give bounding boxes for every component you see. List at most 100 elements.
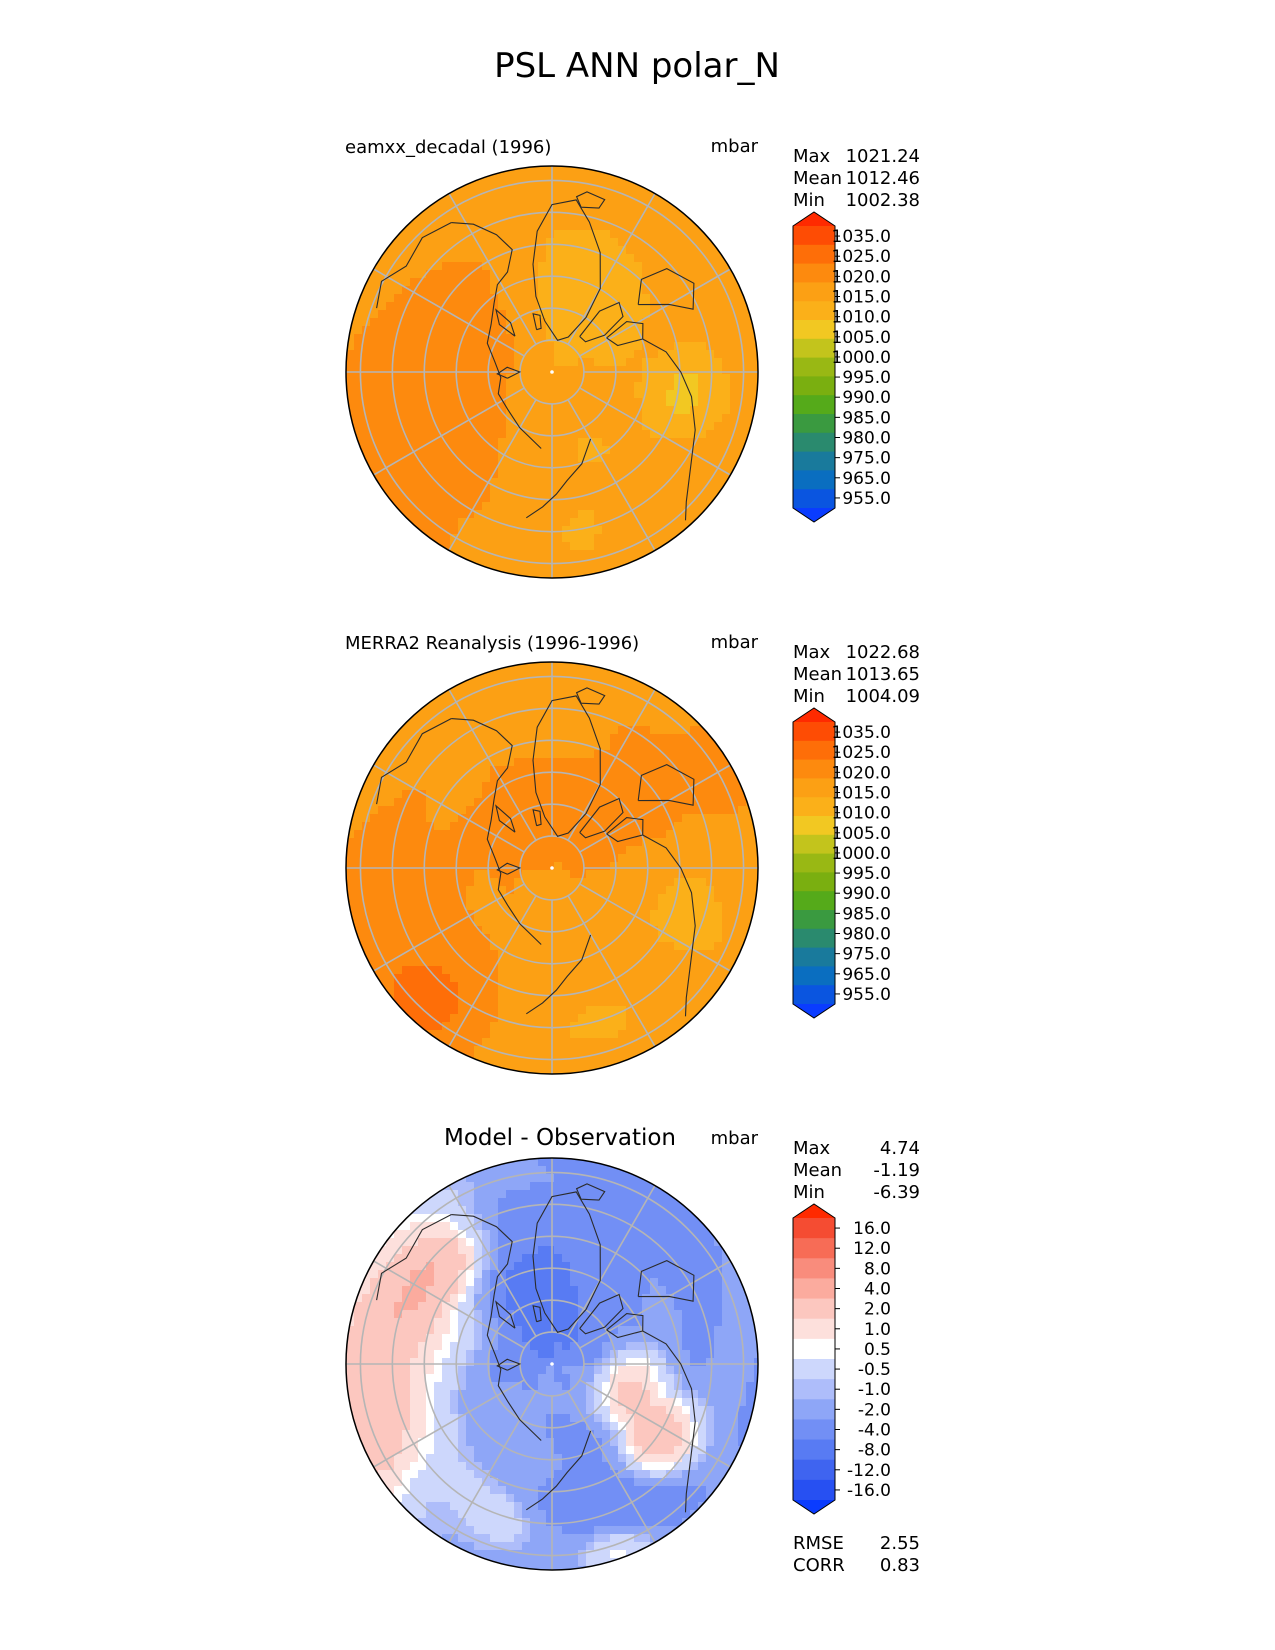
- colorbar-tick-label: 1020.0: [832, 267, 891, 287]
- stats-block-ref: Max 1022.68 Mean 1013.65 Min 1004.09: [793, 642, 920, 707]
- stats-block-test: Max 1021.24 Mean 1012.46 Min 1002.38: [793, 146, 920, 211]
- colorbar-extend-max: [793, 708, 835, 722]
- panel-units-ref: mbar: [711, 632, 759, 653]
- colorbar-test: 1035.01025.01020.01015.01010.01005.01000…: [792, 211, 891, 523]
- colorbar-tick-label: -16.0: [847, 1481, 891, 1501]
- colorbar-bin: [793, 1238, 835, 1259]
- colorbar-bin: [793, 282, 835, 302]
- colorbar-bin: [793, 263, 835, 283]
- stat-label-max: Max: [793, 146, 831, 167]
- colorbar-tick-label: 1.0: [864, 1320, 891, 1340]
- colorbar-bin: [793, 1399, 835, 1420]
- colorbar-outline: [792, 707, 836, 1019]
- colorbar-ref: 1035.01025.01020.01015.01010.01005.01000…: [792, 707, 891, 1019]
- colorbar-tick-label: 980.0: [842, 925, 891, 945]
- colorbar-bin: [793, 985, 835, 1005]
- colorbar-tick-label: 12.0: [853, 1239, 891, 1259]
- stat-value-max: 1021.24: [846, 146, 920, 167]
- colorbar-tick-label: 1025.0: [832, 247, 891, 267]
- colorbar-tick-label: 1035.0: [832, 723, 891, 743]
- map-boundary: [345, 165, 759, 579]
- stat-value-mean: 1013.65: [846, 664, 920, 685]
- colorbar-tick-label: -12.0: [847, 1461, 891, 1481]
- graticule: [346, 1158, 758, 1570]
- colorbar-bin: [793, 1338, 835, 1360]
- colorbar-bin: [793, 338, 835, 359]
- colorbar-bin: [793, 872, 835, 892]
- colorbar-bin: [793, 1298, 835, 1320]
- pole-marker: [550, 866, 554, 870]
- stat-value-rmse: 2.55: [880, 1533, 920, 1554]
- stat-label-rmse: RMSE: [793, 1533, 844, 1554]
- colorbar-bin: [793, 489, 835, 509]
- colorbar-tick-label: 1010.0: [832, 804, 891, 824]
- colorbar-bin: [793, 1359, 835, 1380]
- coastlines: [376, 191, 696, 521]
- colorbar-bin: [793, 797, 835, 817]
- error-stats-block: RMSE 2.55 CORR 0.83: [793, 1533, 920, 1576]
- stat-value-corr: 0.83: [880, 1555, 920, 1576]
- colorbar-bin: [793, 1218, 835, 1239]
- colorbar-bin: [793, 226, 835, 246]
- colorbar-extend-min: [793, 1004, 835, 1018]
- colorbar-bin: [793, 357, 835, 377]
- colorbar-bin: [793, 1479, 835, 1501]
- stat-value-min: 1004.09: [846, 686, 920, 707]
- stat-value-max: 1022.68: [846, 642, 920, 663]
- pole-marker: [550, 370, 554, 374]
- colorbar-bin: [793, 1459, 835, 1481]
- stat-label-corr: CORR: [793, 1555, 845, 1576]
- colorbar-bin: [793, 853, 835, 873]
- map-boundary: [345, 661, 759, 1075]
- colorbar-bin: [793, 722, 835, 742]
- stats-block-diff: Max 4.74 Mean -1.19 Min -6.39: [793, 1138, 920, 1203]
- colorbar-bin: [793, 470, 835, 490]
- colorbar-tick-label: 1015.0: [832, 288, 891, 308]
- colorbar-bin: [793, 891, 835, 911]
- panel-title-ref: MERRA2 Reanalysis (1996-1996): [345, 633, 639, 654]
- colorbar-tick-label: 1015.0: [832, 784, 891, 804]
- panel-units-test: mbar: [711, 136, 759, 157]
- colorbar-bin: [793, 740, 835, 761]
- stat-label-mean: Mean: [793, 664, 842, 685]
- colorbar-tick-label: 2.0: [864, 1300, 891, 1320]
- colorbar-tick-label: 985.0: [842, 904, 891, 924]
- colorbar-outline: [792, 1203, 836, 1515]
- colorbar-tick-label: 955.0: [842, 489, 891, 509]
- panel-title-diff: Model - Observation: [444, 1125, 676, 1151]
- graticule: [346, 166, 758, 578]
- figure-title: PSL ANN polar_N: [494, 46, 780, 86]
- colorbar-tick-label: 965.0: [842, 965, 891, 985]
- stat-value-mean: -1.19: [873, 1160, 920, 1181]
- stat-label-max: Max: [793, 642, 831, 663]
- colorbar-tick-label: -2.0: [858, 1400, 891, 1420]
- stat-label-mean: Mean: [793, 168, 842, 189]
- stat-value-min: 1002.38: [846, 190, 920, 211]
- colorbar-tick-label: -0.5: [858, 1360, 891, 1380]
- pole-marker: [550, 1362, 554, 1366]
- stat-label-min: Min: [793, 1182, 825, 1203]
- colorbar-tick-label: 965.0: [842, 469, 891, 489]
- map-overlay-diff: [345, 1157, 759, 1571]
- colorbar-tick-label: 8.0: [864, 1259, 891, 1279]
- stat-value-max: 4.74: [880, 1138, 920, 1159]
- colorbar-bin: [793, 414, 835, 434]
- stat-label-max: Max: [793, 1138, 831, 1159]
- colorbar-bin: [793, 759, 835, 779]
- colorbar-outline: [792, 211, 836, 523]
- colorbar-tick-label: 1000.0: [832, 348, 891, 368]
- stat-value-mean: 1012.46: [846, 168, 920, 189]
- panel-title-test: eamxx_decadal (1996): [345, 137, 551, 158]
- stat-value-min: -6.39: [873, 1182, 920, 1203]
- colorbar-tick-label: 1005.0: [832, 328, 891, 348]
- stat-label-min: Min: [793, 190, 825, 211]
- colorbar-bin: [793, 376, 835, 396]
- colorbar-bin: [793, 1258, 835, 1279]
- colorbar-tick-label: 1000.0: [832, 844, 891, 864]
- colorbar-tick-label: 990.0: [842, 388, 891, 408]
- colorbar-bin: [793, 1318, 835, 1340]
- colorbar-bin: [793, 301, 835, 321]
- map-boundary: [345, 1157, 759, 1571]
